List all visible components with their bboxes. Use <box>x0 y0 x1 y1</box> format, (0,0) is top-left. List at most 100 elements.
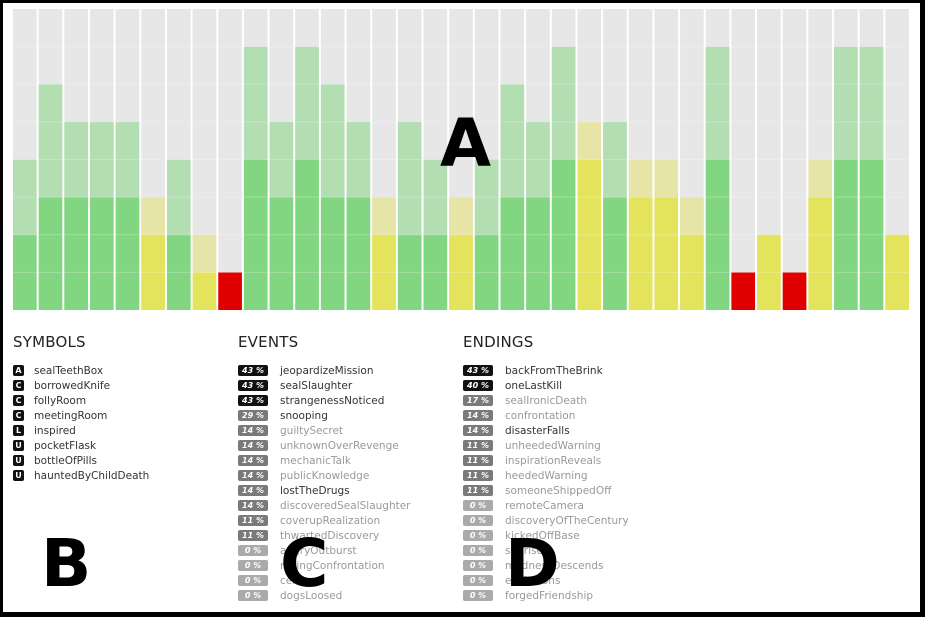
bar-segment <box>243 159 268 310</box>
bar-column[interactable] <box>603 9 627 310</box>
event-item[interactable]: 0 % ceiling <box>238 573 411 588</box>
event-item[interactable]: 14 % unknownOverRevenge <box>238 438 411 453</box>
bar-column[interactable] <box>526 9 550 310</box>
bar-column[interactable] <box>885 9 909 310</box>
ending-item[interactable]: 14 % confrontation <box>463 408 629 423</box>
event-item[interactable]: 43 % strangenessNoticed <box>238 393 411 408</box>
bar-column[interactable] <box>89 9 114 310</box>
bar-column[interactable] <box>115 9 140 310</box>
bar-column[interactable] <box>243 9 268 310</box>
ending-item[interactable]: 17 % sealIronicDeath <box>463 393 629 408</box>
event-item[interactable]: 14 % publicKnowledge <box>238 468 411 483</box>
bar-column[interactable] <box>64 9 88 310</box>
bar-column[interactable] <box>654 9 679 310</box>
event-item[interactable]: 14 % lostTheDrugs <box>238 483 411 498</box>
event-item-label: coverupRealization <box>280 514 381 527</box>
event-item[interactable]: 14 % discoveredSealSlaughter <box>238 498 411 513</box>
bar-column[interactable] <box>397 9 422 310</box>
bar-projected-segment <box>500 84 525 198</box>
event-item[interactable]: 14 % guiltySecret <box>238 423 411 438</box>
bar-column[interactable] <box>372 9 396 310</box>
ending-item[interactable]: 0 % kickedOffBase <box>463 528 629 543</box>
event-item-label: snooping <box>280 409 328 422</box>
event-item-label: angryOutburst <box>280 544 357 557</box>
bar-column[interactable] <box>808 9 833 310</box>
ending-item[interactable]: 0 % explosions <box>463 573 629 588</box>
bar-column[interactable] <box>731 9 756 310</box>
ending-item-label: remoteCamera <box>505 499 584 512</box>
bar-column[interactable] <box>577 9 602 310</box>
ending-item[interactable]: 0 % madnessDescends <box>463 558 629 573</box>
event-item-label: publicKnowledge <box>280 469 370 482</box>
ending-item[interactable]: 40 % oneLastKill <box>463 378 629 393</box>
bar-column[interactable] <box>218 9 242 310</box>
ending-item[interactable]: 14 % disasterFalls <box>463 423 629 438</box>
bar-column[interactable] <box>346 9 371 310</box>
overlay-label-d: D <box>505 525 560 602</box>
bar-segment <box>320 197 345 310</box>
event-item[interactable]: 11 % coverupRealization <box>238 513 411 528</box>
bar-projected-segment <box>243 46 268 160</box>
bar-column[interactable] <box>757 9 781 310</box>
bar-projected-segment <box>449 197 473 235</box>
event-item[interactable]: 43 % jeopardizeMission <box>238 363 411 378</box>
ending-item[interactable]: 0 % forgedFriendship <box>463 588 629 603</box>
bar-column[interactable] <box>551 9 576 310</box>
bar-column[interactable] <box>705 9 730 310</box>
bar-segment <box>628 197 653 310</box>
symbol-badge: A <box>13 365 24 376</box>
bar-column[interactable] <box>834 9 858 310</box>
ending-item[interactable]: 11 % heededWarning <box>463 468 629 483</box>
event-item[interactable]: 0 % dogsLoosed <box>238 588 411 603</box>
bar-column[interactable] <box>680 9 704 310</box>
bar-column[interactable] <box>192 9 217 310</box>
bar-column[interactable] <box>295 9 319 310</box>
ending-item[interactable]: 0 % discoveryOfTheCentury <box>463 513 629 528</box>
bar-column[interactable] <box>141 9 165 310</box>
endings-list: 43 % backFromTheBrink 40 % oneLastKill 17 % s… <box>463 363 629 603</box>
bar-column[interactable] <box>628 9 653 310</box>
bar-column[interactable] <box>166 9 191 310</box>
event-item[interactable]: 0 % angryOutburst <box>238 543 411 558</box>
bar-projected-segment <box>808 159 833 198</box>
bar-projected-segment <box>551 46 576 160</box>
bar-column[interactable] <box>269 9 294 310</box>
bar-projected-segment <box>628 159 653 198</box>
event-item-label: guiltySecret <box>280 424 344 437</box>
bar-column[interactable] <box>500 9 525 310</box>
bar-segment <box>859 159 884 310</box>
event-item[interactable]: 11 % thwartedDiscovery <box>238 528 411 543</box>
bar-column[interactable] <box>474 9 499 310</box>
ending-item[interactable]: 0 % sunrise <box>463 543 629 558</box>
bar-column[interactable] <box>13 9 37 310</box>
event-item[interactable]: 29 % snooping <box>238 408 411 423</box>
bar-segment <box>654 197 679 310</box>
bar-projected-segment <box>680 197 704 235</box>
bar-column[interactable] <box>782 9 807 310</box>
ending-item[interactable]: 11 % inspirationReveals <box>463 453 629 468</box>
bar-segment <box>474 234 499 310</box>
ending-item[interactable]: 11 % unheededWarning <box>463 438 629 453</box>
event-item[interactable]: 43 % sealSlaughter <box>238 378 411 393</box>
bar-segment <box>731 272 756 310</box>
bar-segment <box>680 234 704 310</box>
bar-column[interactable] <box>859 9 884 310</box>
bar-column[interactable] <box>449 9 473 310</box>
bar-column[interactable] <box>423 9 448 310</box>
bar-column[interactable] <box>320 9 345 310</box>
ending-item[interactable]: 0 % remoteCamera <box>463 498 629 513</box>
bar-column[interactable] <box>38 9 63 310</box>
event-item[interactable]: 0 % rollingConfrontation <box>238 558 411 573</box>
event-item[interactable]: 14 % mechanicTalk <box>238 453 411 468</box>
ending-item[interactable]: 43 % backFromTheBrink <box>463 363 629 378</box>
percent-badge: 14 % <box>463 410 493 421</box>
ending-item[interactable]: 11 % someoneShippedOff <box>463 483 629 498</box>
